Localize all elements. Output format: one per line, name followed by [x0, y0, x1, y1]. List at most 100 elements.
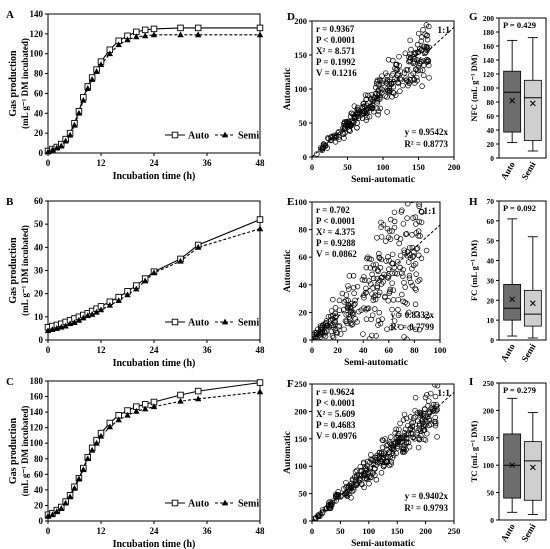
- data-point: [359, 276, 366, 283]
- data-point: [364, 255, 370, 262]
- semi-point: [221, 131, 229, 138]
- data-point: [382, 293, 388, 300]
- y-tick-label: 150: [294, 50, 307, 60]
- data-point: [415, 278, 421, 284]
- data-point: [370, 262, 377, 268]
- data-point: [424, 313, 430, 320]
- x-axis-title: Incubation time (h): [113, 171, 196, 182]
- semi-point: [150, 31, 158, 38]
- data-point: [413, 221, 419, 227]
- data-point: [363, 285, 369, 292]
- data-point: [386, 257, 392, 264]
- data-point: [407, 252, 413, 258]
- y-tick-label: 180: [483, 28, 495, 37]
- data-point: [388, 444, 394, 451]
- data-point: [373, 81, 380, 87]
- data-point: [404, 202, 411, 207]
- semi-point: [88, 311, 96, 317]
- plot-frame: [311, 383, 455, 522]
- x-tick-label: 40: [359, 345, 368, 355]
- data-point: [332, 305, 339, 311]
- y-tick-label: 10: [487, 316, 495, 325]
- semi-point: [194, 395, 202, 402]
- data-point: [403, 440, 410, 446]
- data-point: [366, 255, 373, 262]
- data-point: [400, 82, 406, 89]
- data-point: [360, 331, 366, 337]
- data-point: [405, 82, 411, 89]
- y-axis-title: FC (mL g⁻¹ DM): [469, 240, 479, 301]
- legend-label-semi: Semi: [238, 131, 259, 142]
- data-point: [397, 252, 404, 259]
- data-point: [378, 224, 384, 230]
- data-point: [388, 80, 395, 87]
- semi-point: [115, 41, 122, 48]
- data-point: [413, 271, 419, 277]
- semi-point: [75, 316, 83, 323]
- data-point: [411, 194, 416, 199]
- data-point: [420, 27, 426, 33]
- data-point: [396, 426, 402, 433]
- data-point: [317, 511, 324, 517]
- data-point: [413, 287, 419, 293]
- panel-c: 0 20 40 60 80 100 120 140 160 180 0 12 24 36 48 Incubat…: [8, 376, 265, 549]
- fit-r2: R² = 0.7799: [390, 322, 434, 332]
- auto-point: [256, 24, 264, 32]
- semi-point: [58, 505, 65, 511]
- data-point: [368, 316, 374, 323]
- fit-line: [311, 391, 455, 522]
- data-point: [389, 251, 396, 258]
- semi-point: [141, 32, 149, 39]
- data-point: [388, 434, 394, 440]
- data-point: [378, 470, 385, 476]
- data-point: [394, 76, 400, 83]
- data-point: [426, 408, 433, 415]
- x-tick-label: 0: [310, 345, 314, 355]
- y-tick-label: 60: [34, 196, 44, 206]
- data-point: [403, 75, 409, 81]
- data-point: [407, 37, 413, 44]
- data-point: [416, 203, 422, 210]
- data-point: [426, 75, 432, 81]
- series-line-semi: [47, 391, 261, 517]
- data-point: [363, 316, 370, 322]
- data-point: [312, 334, 319, 340]
- data-point: [347, 128, 353, 134]
- semi-point: [133, 407, 140, 414]
- data-point: [389, 280, 395, 286]
- stat-line: V = 0.0862: [316, 249, 357, 259]
- data-point: [377, 105, 384, 112]
- y-tick-label: 20: [34, 289, 44, 299]
- x-axis-title: Incubation time (h): [113, 539, 196, 549]
- y-tick-label: 150: [483, 434, 495, 443]
- semi-point: [177, 257, 184, 264]
- semi-point: [71, 319, 78, 326]
- one-to-one-label: 1:1: [437, 26, 450, 36]
- data-point: [399, 435, 405, 441]
- y-tick-label: 20: [299, 307, 308, 317]
- data-point: [386, 439, 393, 445]
- data-point: [410, 70, 416, 77]
- data-point: [367, 281, 374, 287]
- y-tick-label: 70: [487, 197, 495, 206]
- data-point: [382, 436, 388, 442]
- data-point: [387, 286, 394, 293]
- data-point: [367, 459, 373, 466]
- data-point: [404, 215, 410, 221]
- data-point: [361, 484, 367, 491]
- data-point: [422, 50, 428, 57]
- panel-letter-b: B: [6, 196, 14, 208]
- data-point: [397, 264, 403, 271]
- data-point: [352, 477, 359, 484]
- data-point: [363, 117, 370, 123]
- semi-point: [71, 484, 78, 491]
- data-point: [395, 296, 401, 303]
- panel-letter-i: I: [469, 376, 473, 388]
- semi-point: [49, 511, 56, 518]
- data-point: [320, 144, 327, 150]
- y-tick-label: 0: [39, 516, 44, 526]
- data-point: [403, 77, 410, 83]
- semi-point: [88, 446, 96, 453]
- data-point: [406, 272, 413, 279]
- series-line-auto: [47, 27, 260, 152]
